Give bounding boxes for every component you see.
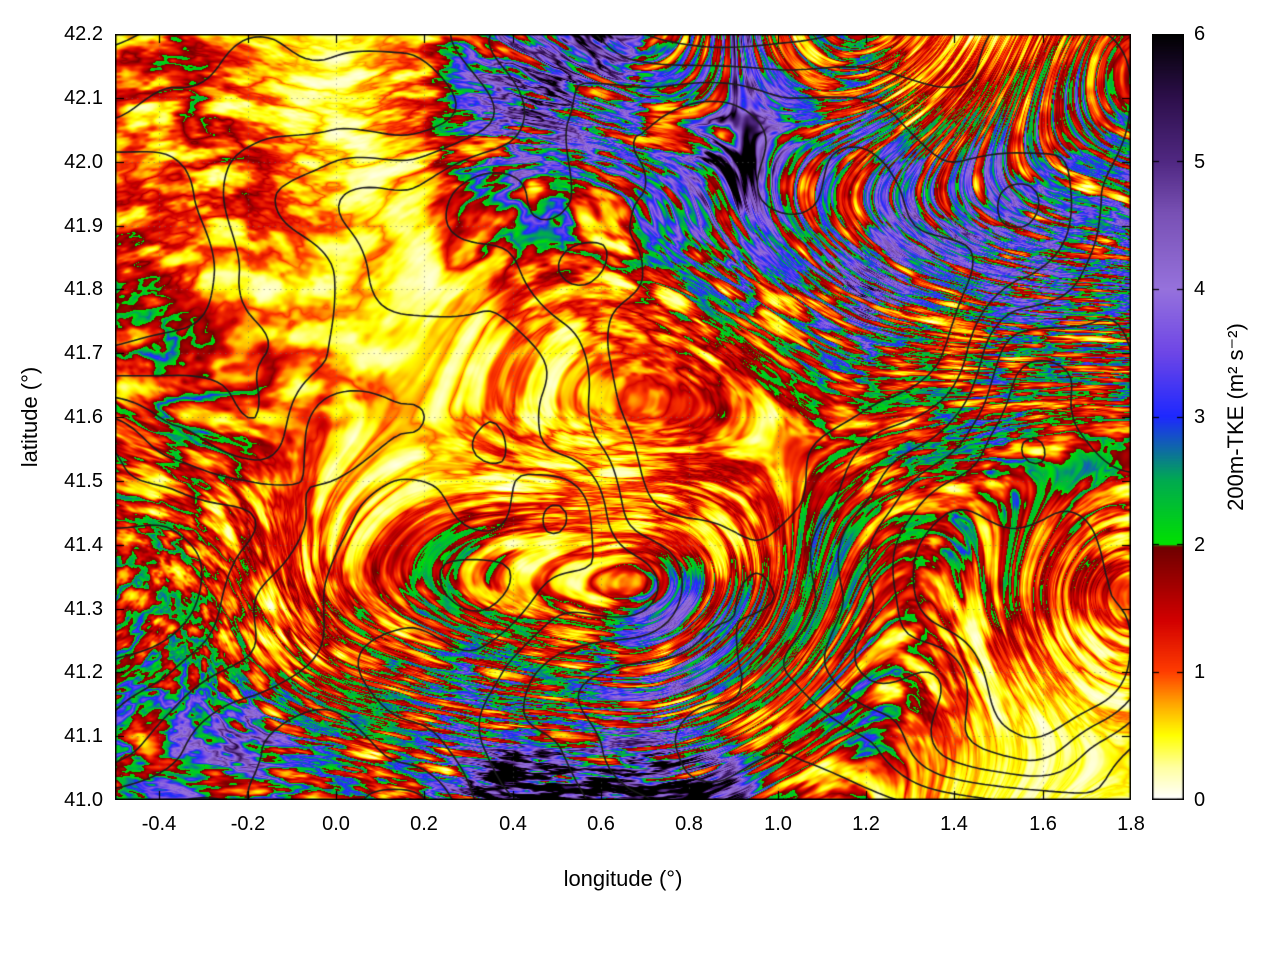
x-tick-label: -0.4 xyxy=(141,813,177,835)
y-tick-label: 41.5 xyxy=(64,470,103,492)
y-tick-label: 41.9 xyxy=(64,215,103,237)
colorbar-tick-label: 5 xyxy=(1194,151,1206,173)
x-tick-label: 1.8 xyxy=(1117,813,1145,835)
colorbar-tick-label: 0 xyxy=(1194,789,1206,811)
colorbar-tick-label: 3 xyxy=(1194,406,1206,428)
y-tick-label: 42.0 xyxy=(64,151,103,173)
y-tick-label: 41.8 xyxy=(64,278,103,300)
x-tick-label: 0.8 xyxy=(675,813,703,835)
colorbar-canvas xyxy=(1152,34,1184,800)
y-axis-label: latitude (°) xyxy=(17,366,42,468)
x-tick-label: -0.2 xyxy=(230,813,266,835)
colorbar-tick-label: 6 xyxy=(1194,23,1206,45)
x-tick-label: 1.6 xyxy=(1029,813,1057,835)
y-tick-label: 41.7 xyxy=(64,342,103,364)
x-tick-label: 1.4 xyxy=(940,813,968,835)
colorbar-tick-label: 4 xyxy=(1194,278,1206,300)
x-tick-label: 0.2 xyxy=(410,813,438,835)
y-tick-label: 41.0 xyxy=(64,789,103,811)
x-tick-label: 0.4 xyxy=(499,813,527,835)
colorbar-label: 200m-TKE (m² s⁻²) xyxy=(1223,323,1248,511)
x-tick-label: 0.0 xyxy=(322,813,350,835)
colorbar-tick-label: 2 xyxy=(1194,534,1206,556)
y-tick-label: 42.1 xyxy=(64,87,103,109)
y-tick-label: 42.2 xyxy=(64,23,103,45)
x-tick-label: 1.2 xyxy=(852,813,880,835)
y-tick-label: 41.2 xyxy=(64,661,103,683)
colorbar-tick-label: 1 xyxy=(1194,661,1206,683)
y-tick-label: 41.1 xyxy=(64,725,103,747)
x-axis-label: longitude (°) xyxy=(563,866,683,891)
y-tick-label: 41.4 xyxy=(64,534,103,556)
heatmap-canvas xyxy=(115,34,1131,800)
y-tick-label: 41.3 xyxy=(64,598,103,620)
x-tick-label: 1.0 xyxy=(764,813,792,835)
x-tick-label: 0.6 xyxy=(587,813,615,835)
y-tick-label: 41.6 xyxy=(64,406,103,428)
